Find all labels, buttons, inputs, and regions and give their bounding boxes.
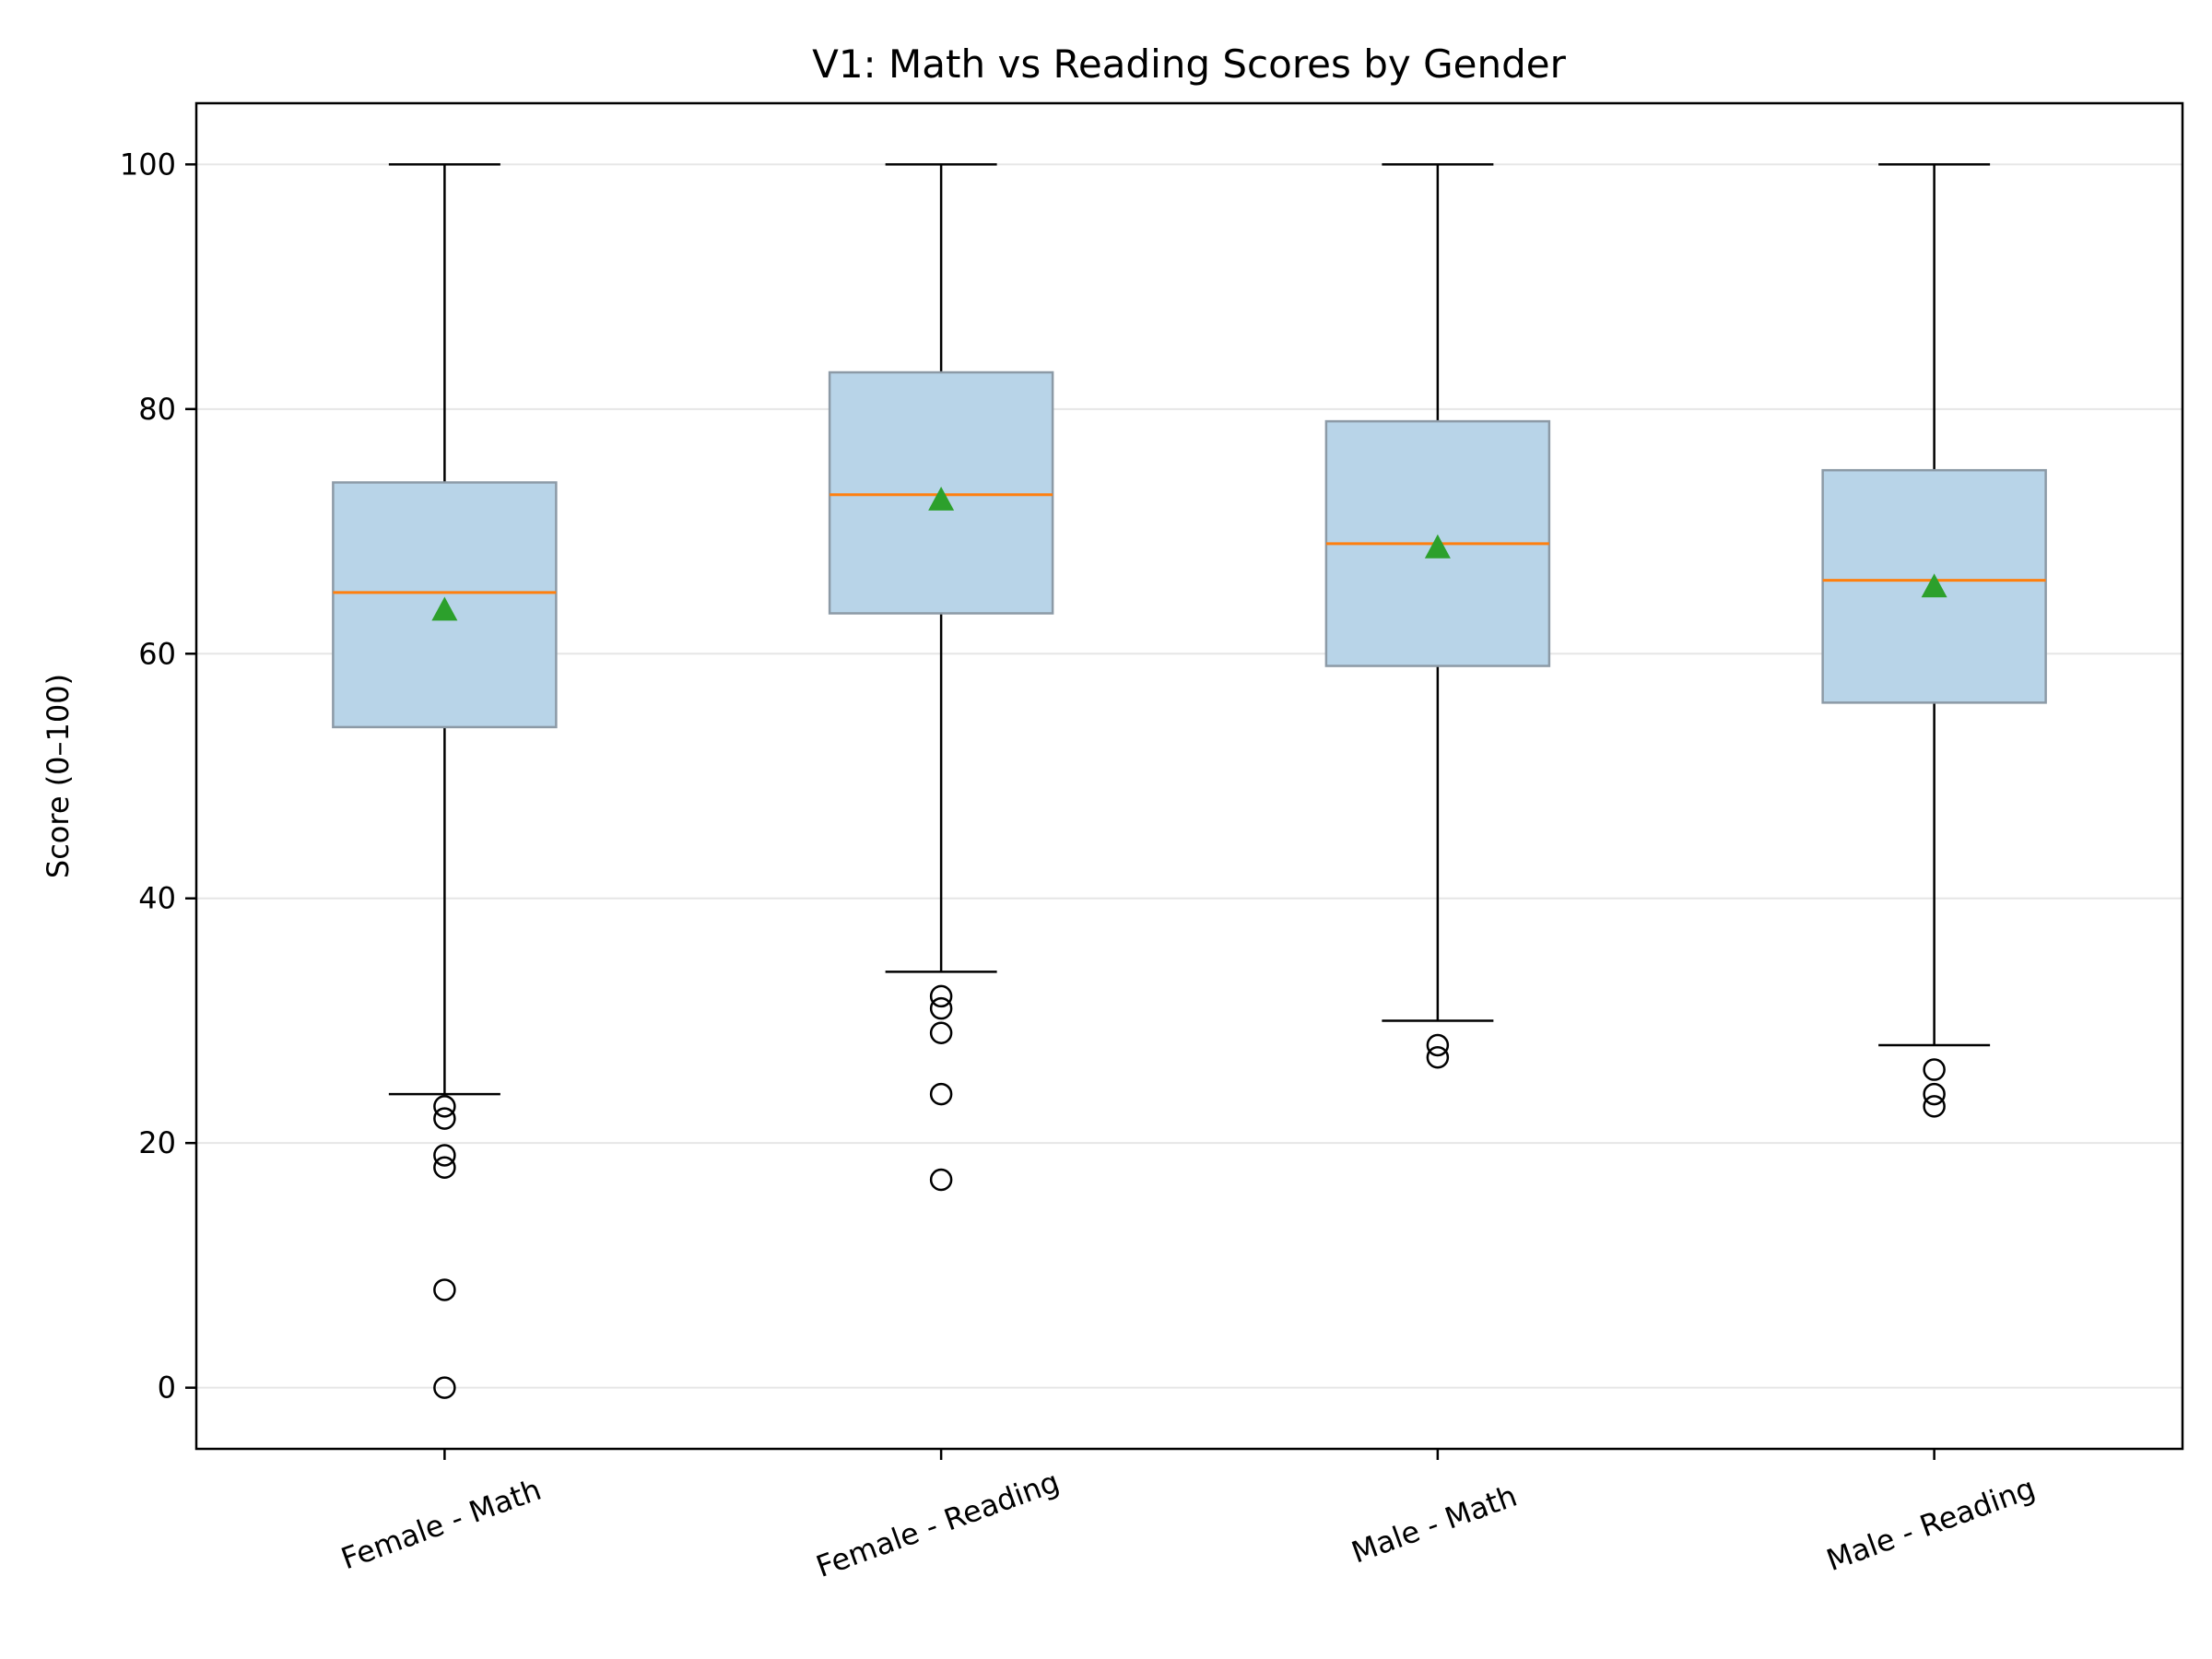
y-tick-label: 20 <box>138 1125 176 1160</box>
y-tick-label: 100 <box>120 147 176 182</box>
mean-marker <box>1921 573 1947 598</box>
y-tick-label: 0 <box>158 1371 176 1406</box>
outlier-point <box>1923 1058 1946 1081</box>
outlier-point <box>929 1082 953 1106</box>
outlier-point <box>929 984 953 1008</box>
box-group <box>828 163 1054 1192</box>
chart-title: V1: Math vs Reading Scores by Gender <box>812 41 1567 87</box>
y-tick-label: 40 <box>138 881 176 916</box>
plot-frame <box>194 101 2184 1451</box>
outlier-point <box>433 1095 456 1118</box>
outlier-point <box>433 1376 456 1399</box>
outlier-point <box>929 1021 953 1044</box>
outlier-point <box>433 1156 456 1179</box>
outlier-point <box>433 1107 456 1130</box>
mean-marker <box>431 596 458 621</box>
box-series <box>332 163 2047 1399</box>
outlier-point <box>1923 1082 1946 1106</box>
y-tick-label: 80 <box>138 392 176 427</box>
outlier-point <box>433 1278 456 1301</box>
outlier-point <box>1923 1095 1946 1118</box>
outlier-point <box>1426 1033 1450 1057</box>
box-group <box>1821 163 2047 1118</box>
outlier-point <box>929 996 953 1020</box>
box-group <box>332 163 558 1399</box>
y-axis-label: Score (0–100) <box>41 674 76 878</box>
mean-marker <box>928 487 955 511</box>
outlier-point <box>1426 1046 1450 1069</box>
outlier-point <box>433 1144 456 1167</box>
y-tick-label: 60 <box>138 636 176 671</box>
mean-marker <box>1424 534 1451 559</box>
box-group <box>1324 163 1551 1069</box>
outlier-point <box>929 1168 953 1192</box>
